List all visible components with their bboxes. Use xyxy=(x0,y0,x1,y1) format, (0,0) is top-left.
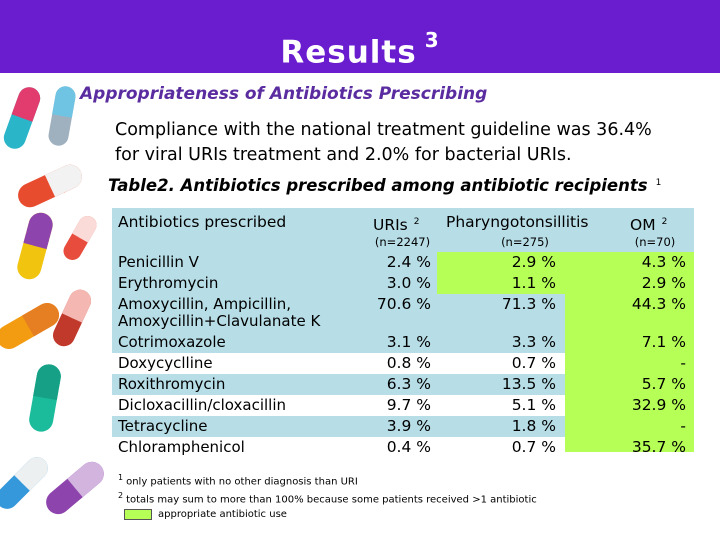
row-uris-amoxycillin: 70.6 % xyxy=(376,295,431,313)
row-pharyngo-cotrimoxazole: 3.3 % xyxy=(511,333,556,351)
row-pharyngo-dicloxacillin: 5.1 % xyxy=(511,396,556,414)
subheader-uris-n: (n=2247) xyxy=(374,235,431,249)
legend-swatch xyxy=(124,509,152,521)
legend-appropriate: appropriate antibiotic use xyxy=(124,508,537,522)
row-om-cotrimoxazole: 7.1 % xyxy=(641,333,686,351)
footnote-1: 1 only patients with no other diagnosis t… xyxy=(118,471,537,489)
table-caption: Table2. Antibiotics prescribed among ant… xyxy=(108,176,661,195)
row-uris-dicloxacillin: 9.7 % xyxy=(386,396,431,414)
row-drug-dicloxacillin: Dicloxacillin/cloxacillin xyxy=(118,396,287,414)
header-antibiotics-prescribed: Antibiotics prescribed xyxy=(118,213,287,231)
capsule-icon-1 xyxy=(3,87,41,149)
row-pharyngo-chloramphenicol: 0.7 % xyxy=(511,438,556,456)
capsule-icon-9 xyxy=(0,457,48,509)
summary-line-1: Compliance with the national treatment g… xyxy=(115,120,652,140)
row-uris-cotrimoxazole: 3.1 % xyxy=(386,333,431,351)
row-drug-doxycyclline: Doxycyclline xyxy=(118,354,213,372)
capsule-icon-6 xyxy=(0,303,60,349)
summary-line-2: for viral URIs treatment and 2.0% for ba… xyxy=(115,145,572,165)
row-drug-cotrimoxazole: Cotrimoxazole xyxy=(118,333,226,351)
row-drug-amoxycillin: Amoxycillin, Ampicillin, xyxy=(118,295,292,313)
row-om-roxithromycin: 5.7 % xyxy=(641,375,686,393)
table-caption-superscript: 1 xyxy=(655,177,662,188)
footnote-2: 2 totals may sum to more than 100% becaus… xyxy=(118,489,537,507)
row-om-dicloxacillin: 32.9 % xyxy=(631,396,686,414)
row-drug-penicillin-v: Penicillin V xyxy=(118,253,199,271)
footnotes: 1 only patients with no other diagnosis t… xyxy=(118,471,537,522)
header-uris-text: URIs xyxy=(373,216,408,235)
row-pharyngo-penicillin-v: 2.9 % xyxy=(511,253,556,271)
row-om-tetracycline: - xyxy=(680,417,686,435)
row-uris-roxithromycin: 6.3 % xyxy=(386,375,431,393)
row-om-doxycyclline: - xyxy=(680,354,686,372)
header-pharyngotonsillitis: Pharyngotonsillitis xyxy=(446,213,589,231)
row-om-penicillin-v: 4.3 % xyxy=(641,253,686,271)
row-uris-chloramphenicol: 0.4 % xyxy=(386,438,431,456)
row-om-chloramphenicol: 35.7 % xyxy=(631,438,686,456)
footnote-1-marker: 1 xyxy=(118,473,124,482)
capsule-icon-5 xyxy=(63,216,97,260)
row-uris-doxycyclline: 0.8 % xyxy=(386,354,431,372)
summary-text: Compliance with the national treatment g… xyxy=(115,118,715,168)
footnote-1-text: only patients with no other diagnosis th… xyxy=(126,476,358,488)
header-uris: URIs 2 xyxy=(373,211,420,236)
appropriate-highlight-om xyxy=(565,252,694,452)
header-uris-superscript: 2 xyxy=(413,217,420,227)
row-drug-tetracycline: Tetracycline xyxy=(118,417,208,435)
capsule-icon-7 xyxy=(52,289,92,347)
row-pharyngo-roxithromycin: 13.5 % xyxy=(501,375,556,393)
table-band-row-cotrimoxazole xyxy=(112,332,694,353)
appropriate-highlight-pharyngotonsillitis xyxy=(437,252,565,294)
row-om-amoxycillin: 44.3 % xyxy=(631,295,686,313)
legend-text: appropriate antibiotic use xyxy=(158,508,287,520)
capsule-icon-3 xyxy=(18,164,82,208)
row-pharyngo-doxycyclline: 0.7 % xyxy=(511,354,556,372)
row-om-erythromycin: 2.9 % xyxy=(641,274,686,292)
subheader-om-n: (n=70) xyxy=(634,235,676,249)
footnote-2-text: totals may sum to more than 100% because… xyxy=(126,494,537,506)
table-band-row-roxithromycin xyxy=(112,374,694,395)
header-om-text: OM xyxy=(630,216,656,235)
slide-title-superscript: 3 xyxy=(424,28,440,52)
row-pharyngo-erythromycin: 1.1 % xyxy=(511,274,556,292)
row-drug-chloramphenicol: Chloramphenicol xyxy=(118,438,245,456)
row-uris-tetracycline: 3.9 % xyxy=(386,417,431,435)
row-uris-penicillin-v: 2.4 % xyxy=(386,253,431,271)
footnote-2-marker: 2 xyxy=(118,491,124,501)
table-caption-text: Table2. Antibiotics prescribed among ant… xyxy=(108,176,648,195)
table-band-header xyxy=(112,208,694,252)
pill-capsules-illustration xyxy=(0,86,104,515)
row-drug-roxithromycin: Roxithromycin xyxy=(118,375,226,393)
row-pharyngo-amoxycillin: 71.3 % xyxy=(501,295,556,313)
slide-title-text: Results xyxy=(280,34,417,71)
row-uris-erythromycin: 3.0 % xyxy=(386,274,431,292)
capsule-icon-10 xyxy=(46,461,104,515)
capsule-icon-4 xyxy=(17,212,53,280)
capsule-icon-8 xyxy=(29,364,61,432)
header-om-superscript: 2 xyxy=(661,217,668,227)
row-pharyngo-tetracycline: 1.8 % xyxy=(511,417,556,435)
capsule-icon-2 xyxy=(48,86,76,146)
subheader-pharyngotonsillitis-n: (n=275) xyxy=(501,235,549,249)
section-subtitle: Appropriateness of Antibiotics Prescribi… xyxy=(80,84,488,104)
title-banner xyxy=(0,0,720,73)
table-band-row-tetracycline xyxy=(112,416,694,437)
row-drug-amoxycillin-line2: Amoxycillin+Clavulanate K xyxy=(118,312,321,330)
row-drug-erythromycin: Erythromycin xyxy=(118,274,219,292)
slide-title: Results 3 xyxy=(0,24,720,72)
header-om: OM 2 xyxy=(630,211,667,236)
